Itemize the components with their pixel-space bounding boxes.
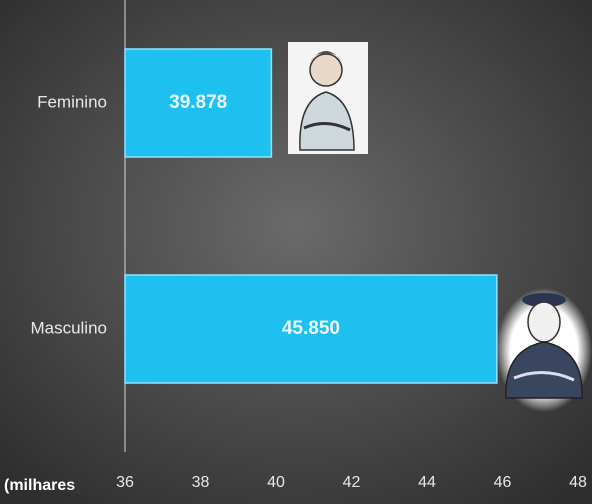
male-icon [496, 288, 592, 412]
x-tick-label: 42 [343, 474, 361, 491]
y-tick-label: Masculino [30, 318, 107, 337]
x-tick-label: 48 [569, 474, 587, 491]
x-tick-label: 36 [116, 474, 134, 491]
x-tick-label: 38 [192, 474, 210, 491]
x-tick-label: 40 [267, 474, 285, 491]
x-tick-label: 46 [494, 474, 512, 491]
x-axis-label: (milhares [4, 477, 75, 494]
bar [124, 274, 498, 384]
data-label: 45.850 [282, 318, 340, 339]
bar [124, 48, 273, 158]
x-tick-label: 44 [418, 474, 436, 491]
y-tick-label: Feminino [37, 92, 107, 111]
data-label: 39.878 [169, 92, 227, 113]
female-icon [288, 42, 368, 154]
